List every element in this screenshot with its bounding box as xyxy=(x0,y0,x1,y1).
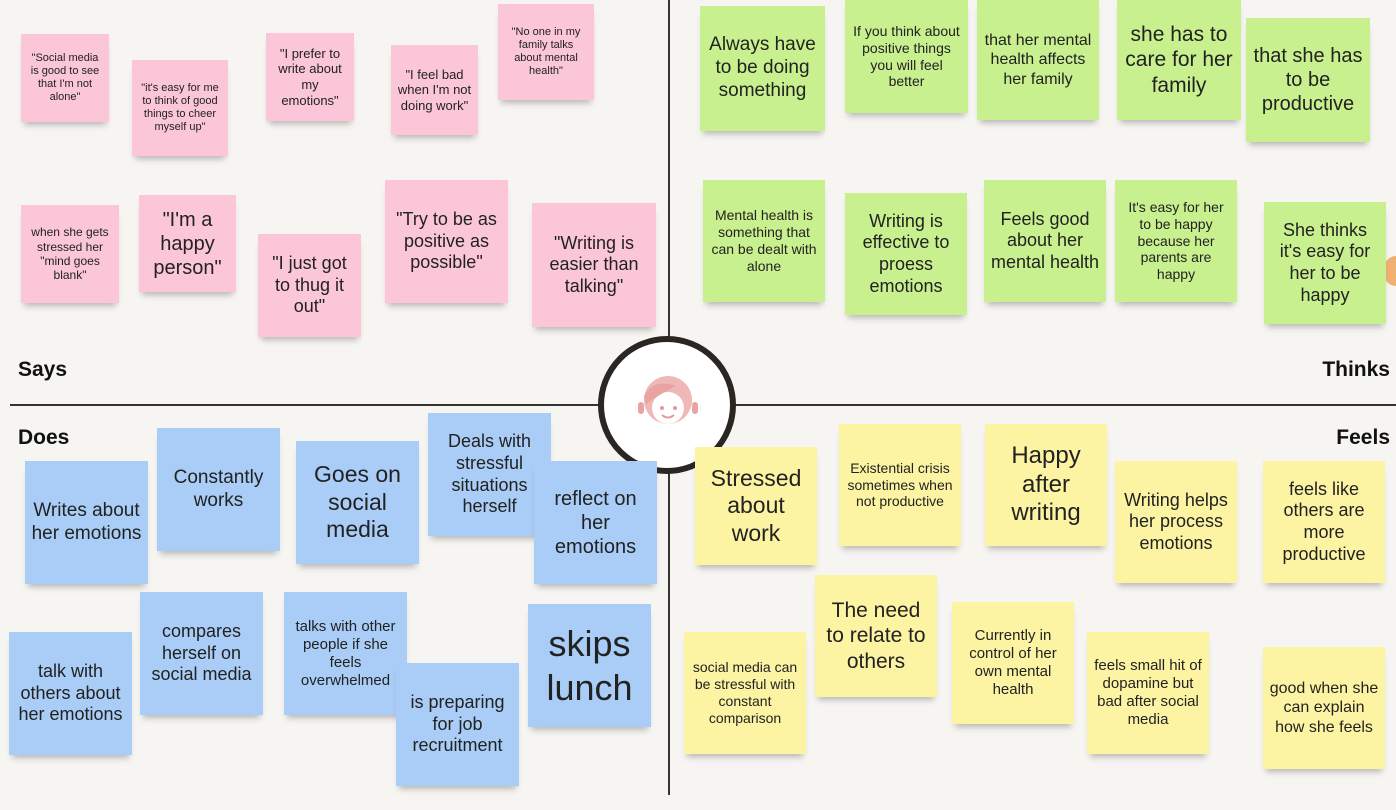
note-text: when she gets stressed her "mind goes bl… xyxy=(31,225,109,283)
note-text: Goes on social media xyxy=(314,461,401,543)
sticky-note[interactable]: "I prefer to write about my emotions" xyxy=(266,33,354,121)
sticky-note[interactable]: "Social media is good to see that I'm no… xyxy=(21,34,109,122)
note-text: Existential crisis sometimes when not pr… xyxy=(847,459,953,510)
sticky-note[interactable]: she has to care for her family xyxy=(1117,0,1241,120)
sticky-note[interactable]: feels like others are more productive xyxy=(1263,461,1385,583)
note-text: She thinks it's easy for her to be happy xyxy=(1279,219,1371,305)
sticky-note[interactable]: "I'm a happy person" xyxy=(139,195,236,292)
note-text: Writing is effective to proess emotions xyxy=(862,210,950,296)
note-text: The need to relate to others xyxy=(826,599,926,673)
note-text: feels like others are more productive xyxy=(1282,478,1366,564)
sticky-note[interactable]: that her mental health affects her famil… xyxy=(977,0,1099,120)
note-text: is preparing for job recruitment xyxy=(410,692,505,756)
sticky-note[interactable]: compares herself on social media xyxy=(140,592,263,715)
note-text: Always have to be doing something xyxy=(709,34,816,101)
quadrant-label: Feels xyxy=(1336,426,1390,449)
note-text: skips lunch xyxy=(546,623,633,708)
note-text: If you think about positive things you w… xyxy=(853,22,960,90)
note-text: Writing helps her process emotions xyxy=(1124,489,1228,553)
sticky-note[interactable]: "Try to be as positive as possible" xyxy=(385,180,508,303)
sticky-note[interactable]: The need to relate to others xyxy=(815,575,937,697)
note-text: talks with other people if she feels ove… xyxy=(295,617,396,689)
sticky-note[interactable]: Writes about her emotions xyxy=(25,461,148,584)
sticky-note[interactable]: that she has to be productive xyxy=(1246,18,1370,142)
sticky-note[interactable]: talks with other people if she feels ove… xyxy=(284,592,407,715)
quadrant-label: Says xyxy=(18,358,68,381)
sticky-note[interactable]: reflect on her emotions xyxy=(534,461,657,584)
sticky-note[interactable]: good when she can explain how she feels xyxy=(1263,647,1385,769)
sticky-note[interactable]: Goes on social media xyxy=(296,441,419,564)
note-text: that she has to be productive xyxy=(1253,45,1363,115)
quadrant-label: Does xyxy=(18,426,70,449)
sticky-note[interactable]: "No one in my family talks about mental … xyxy=(498,4,594,100)
note-text: "Try to be as positive as possible" xyxy=(396,209,497,273)
note-text: Mental health is something that can be d… xyxy=(711,207,817,274)
sticky-note[interactable]: Constantly works xyxy=(157,428,280,551)
sticky-note[interactable]: She thinks it's easy for her to be happy xyxy=(1264,202,1386,324)
note-text: "I prefer to write about my emotions" xyxy=(278,45,342,108)
sticky-note[interactable]: "I feel bad when I'm not doing work" xyxy=(391,45,478,135)
cursor-blob xyxy=(1383,256,1396,286)
note-text: Writes about her emotions xyxy=(31,499,142,544)
note-text: good when she can explain how she feels xyxy=(1269,680,1379,736)
note-text: Deals with stressful situations herself xyxy=(447,431,532,517)
sticky-note[interactable]: Writing is effective to proess emotions xyxy=(845,193,967,315)
note-text: "No one in my family talks about mental … xyxy=(511,25,581,78)
note-text: talk with others about her emotions xyxy=(18,661,123,725)
sticky-note[interactable]: "Writing is easier than talking" xyxy=(532,203,656,327)
sticky-note[interactable]: social media can be stressful with const… xyxy=(684,632,806,754)
note-text: "it's easy for me to think of good thing… xyxy=(141,81,219,134)
note-text: It's easy for her to be happy because he… xyxy=(1128,199,1224,283)
sticky-note[interactable]: Writing helps her process emotions xyxy=(1115,461,1237,583)
note-text: compares herself on social media xyxy=(151,621,252,685)
note-text: "Social media is good to see that I'm no… xyxy=(30,51,100,104)
note-text: "Writing is easier than talking" xyxy=(549,232,639,296)
note-text: "I just got to thug it out" xyxy=(272,253,347,317)
note-text: Feels good about her mental health xyxy=(990,208,1100,272)
sticky-note[interactable]: skips lunch xyxy=(528,604,651,727)
sticky-note[interactable]: Feels good about her mental health xyxy=(984,180,1106,302)
sticky-note[interactable]: Existential crisis sometimes when not pr… xyxy=(839,424,961,546)
note-text: Happy after writing xyxy=(1011,441,1081,527)
sticky-note[interactable]: Currently in control of her own mental h… xyxy=(952,602,1074,724)
sticky-note[interactable]: If you think about positive things you w… xyxy=(845,0,968,113)
sticky-note[interactable]: Happy after writing xyxy=(985,424,1107,546)
note-text: feels small hit of dopamine but bad afte… xyxy=(1094,657,1202,728)
note-text: social media can be stressful with const… xyxy=(692,659,798,726)
sticky-note[interactable]: when she gets stressed her "mind goes bl… xyxy=(21,205,119,303)
note-text: Constantly works xyxy=(173,466,264,511)
note-text: Stressed about work xyxy=(710,464,802,546)
note-text: she has to care for her family xyxy=(1125,23,1233,97)
sticky-note[interactable]: feels small hit of dopamine but bad afte… xyxy=(1087,632,1209,754)
note-text: "I feel bad when I'm not doing work" xyxy=(397,66,472,113)
quadrant-label: Thinks xyxy=(1322,358,1390,381)
sticky-note[interactable]: Stressed about work xyxy=(695,447,817,565)
sticky-note[interactable]: is preparing for job recruitment xyxy=(396,663,519,786)
sticky-note[interactable]: "I just got to thug it out" xyxy=(258,234,361,337)
note-text: that her mental health affects her famil… xyxy=(984,32,1092,88)
sticky-note[interactable]: Deals with stressful situations herself xyxy=(428,413,551,536)
sticky-note[interactable]: "it's easy for me to think of good thing… xyxy=(132,60,228,156)
note-text: reflect on her emotions xyxy=(554,487,637,558)
sticky-note[interactable]: Mental health is something that can be d… xyxy=(703,180,825,302)
sticky-note[interactable]: Always have to be doing something xyxy=(700,6,825,131)
persona-avatar xyxy=(598,336,736,474)
note-text: Currently in control of her own mental h… xyxy=(969,627,1057,698)
note-text: "I'm a happy person" xyxy=(153,208,222,279)
sticky-note[interactable]: talk with others about her emotions xyxy=(9,632,132,755)
sticky-note[interactable]: It's easy for her to be happy because he… xyxy=(1115,180,1237,302)
